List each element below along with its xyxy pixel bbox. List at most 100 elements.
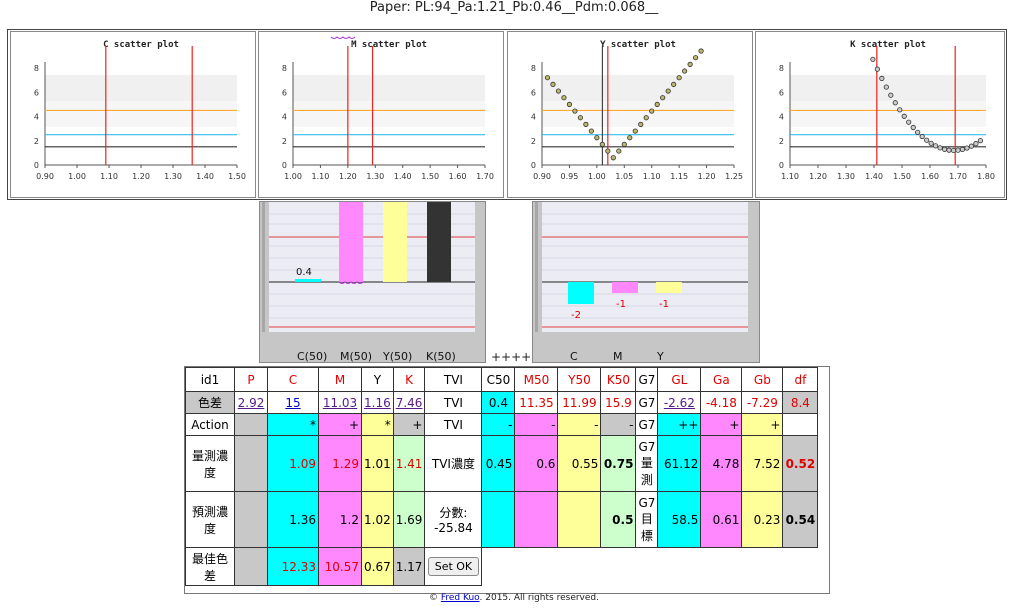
x-tick-label: 1.50 bbox=[893, 172, 911, 181]
x-tick-label: 1.30 bbox=[366, 172, 384, 181]
footer-author-link[interactable]: Fred Kuo bbox=[440, 593, 480, 603]
predicted-ga: 0.61 bbox=[700, 491, 743, 548]
diff-m-link[interactable]: 11.03 bbox=[318, 391, 362, 414]
scatter-plots-frame bbox=[7, 29, 1007, 200]
header-ga: Ga bbox=[700, 367, 743, 392]
best-y: 0.67 bbox=[361, 547, 394, 586]
y-tick-label: 6 bbox=[531, 88, 536, 97]
y-scatter-plot: Y scatter plot 0 2 4 6 8 0.90 0.95 1.00 1.05 1.10 1… bbox=[507, 31, 753, 198]
y-tick-label: 2 bbox=[531, 137, 536, 146]
measured-gb: 7.52 bbox=[741, 435, 784, 492]
measured-y50: 0.55 bbox=[557, 435, 602, 492]
x-tick-label: 1.00 bbox=[588, 172, 606, 181]
x-tick-label: 1.40 bbox=[196, 172, 214, 181]
best-k: 1.17 bbox=[392, 547, 426, 586]
x-tick-label: 1.10 bbox=[781, 172, 799, 181]
predicted-y: 1.02 bbox=[361, 491, 394, 548]
footer-copyright-symbol: © bbox=[429, 593, 438, 603]
best-p bbox=[234, 547, 268, 586]
x-tick-label: 0.90 bbox=[36, 172, 54, 181]
best-empty bbox=[482, 548, 818, 586]
diff-df: 8.4 bbox=[782, 391, 819, 414]
row-label-action: Action bbox=[185, 413, 235, 436]
x-tick-label: 1.60 bbox=[921, 172, 939, 181]
measured-m50: 0.6 bbox=[514, 435, 559, 492]
y-tick-label: 0 bbox=[779, 161, 784, 170]
y-tick-label: 6 bbox=[34, 88, 39, 97]
data-table: id1 P C M Y K TVI C50 M50 Y50 K50 G7 GL … bbox=[185, 367, 819, 586]
action-m: + bbox=[318, 413, 362, 436]
x-tick-label: 1.20 bbox=[809, 172, 827, 181]
y-tick-label: 8 bbox=[779, 64, 784, 73]
predicted-c50 bbox=[481, 491, 516, 548]
x-tick-label: 1.10 bbox=[312, 172, 330, 181]
measured-m: 1.29 bbox=[318, 435, 362, 492]
measured-k: 1.41 bbox=[392, 435, 426, 492]
diff-k-link[interactable]: 7.46 bbox=[392, 391, 426, 414]
x-tick-label: 1.40 bbox=[394, 172, 412, 181]
header-gl: GL bbox=[657, 367, 702, 392]
diff-k50: 15.9 bbox=[600, 391, 637, 414]
predicted-k: 1.69 bbox=[392, 491, 426, 548]
k-scatter-plot: K scatter plot 0 2 4 6 8 1.10 1.20 1.30 1.40 1.50 1… bbox=[755, 31, 1005, 198]
action-tvi: TVI bbox=[424, 413, 483, 436]
action-k50: - bbox=[600, 413, 637, 436]
table-header-row: id1 P C M Y K TVI C50 M50 Y50 K50 G7 GL … bbox=[185, 367, 819, 392]
x-tick-label: 1.50 bbox=[421, 172, 439, 181]
diff-c-link[interactable]: 15 bbox=[267, 391, 319, 414]
header-c: C bbox=[267, 367, 319, 392]
tvi-value-c: -2 bbox=[571, 310, 581, 321]
diff-y-link[interactable]: 1.16 bbox=[361, 391, 394, 414]
x-tick-label: 1.20 bbox=[339, 172, 357, 181]
x-tick-label: 1.15 bbox=[670, 172, 688, 181]
action-y: * bbox=[361, 413, 394, 436]
measured-gl: 61.12 bbox=[657, 435, 702, 492]
y-tick-label: 0 bbox=[34, 161, 39, 170]
table-row-action: Action * + * + TVI - - - - G7 ++ + + bbox=[185, 413, 819, 436]
x-tick-label: 1.10 bbox=[100, 172, 118, 181]
diff-p-link[interactable]: 2.92 bbox=[234, 391, 268, 414]
predicted-gl: 58.5 bbox=[657, 491, 702, 548]
bar-label-k: K(50) bbox=[426, 350, 456, 362]
action-m50: - bbox=[514, 413, 559, 436]
tvi-bar-chart: -2 -1 -1 C M Y bbox=[532, 201, 760, 363]
header-c50: C50 bbox=[481, 367, 516, 392]
bar-c50 bbox=[295, 279, 321, 282]
predicted-p bbox=[234, 491, 268, 548]
predicted-g7: G7目標 bbox=[635, 491, 659, 548]
x-tick-label: 1.20 bbox=[698, 172, 716, 181]
density-bar-chart: 0.4 C(50) M(50) Y(50) K(50) bbox=[259, 201, 486, 363]
diff-gb: -7.29 bbox=[741, 391, 784, 414]
diff-c50: 0.4 bbox=[481, 391, 516, 414]
action-c50: - bbox=[481, 413, 516, 436]
row-label-predicted: 預測濃度 bbox=[185, 491, 235, 548]
action-k: + bbox=[392, 413, 426, 436]
table-row-predicted: 預測濃度 1.36 1.2 1.02 1.69 分數: -25.84 0.5 G… bbox=[185, 491, 819, 548]
page-title: Paper: PL:94_Pa:1.21_Pb:0.46__Pdm:0.068_… bbox=[369, 0, 659, 15]
m-scatter-plot: M scatter plot 0 2 4 6 8 1.00 1.10 1.20 1.30 1.40 1… bbox=[258, 31, 504, 198]
separator: ++++ bbox=[491, 350, 532, 364]
header-y50: Y50 bbox=[557, 367, 602, 392]
diff-gl-link[interactable]: -2.62 bbox=[657, 391, 702, 414]
y-tick-label: 8 bbox=[34, 64, 39, 73]
tvi-label-m: M bbox=[613, 350, 623, 362]
header-m50: M50 bbox=[514, 367, 559, 392]
tvi-bar-c bbox=[568, 282, 594, 304]
scatter-title: M scatter plot bbox=[351, 40, 427, 50]
y-tick-label: 0 bbox=[282, 161, 287, 170]
predicted-df: 0.54 bbox=[782, 491, 819, 548]
action-df bbox=[782, 413, 819, 436]
table-row-measured: 量測濃度 1.09 1.29 1.01 1.41 TVI濃度 0.45 0.6 … bbox=[185, 435, 819, 492]
header-tvi: TVI bbox=[424, 367, 483, 392]
x-tick-label: 1.00 bbox=[68, 172, 86, 181]
predicted-k50: 0.5 bbox=[600, 491, 637, 548]
predicted-y50 bbox=[557, 491, 602, 548]
tvi-value-m: -1 bbox=[616, 299, 626, 310]
bar-value-label: 0.4 bbox=[296, 267, 312, 278]
set-ok-button[interactable]: Set OK bbox=[427, 557, 480, 576]
x-tick-label: 1.70 bbox=[476, 172, 494, 181]
header-gb: Gb bbox=[741, 367, 784, 392]
action-gb: + bbox=[741, 413, 784, 436]
x-tick-label: 1.05 bbox=[615, 172, 633, 181]
bar-label-y: Y(50) bbox=[382, 350, 412, 362]
